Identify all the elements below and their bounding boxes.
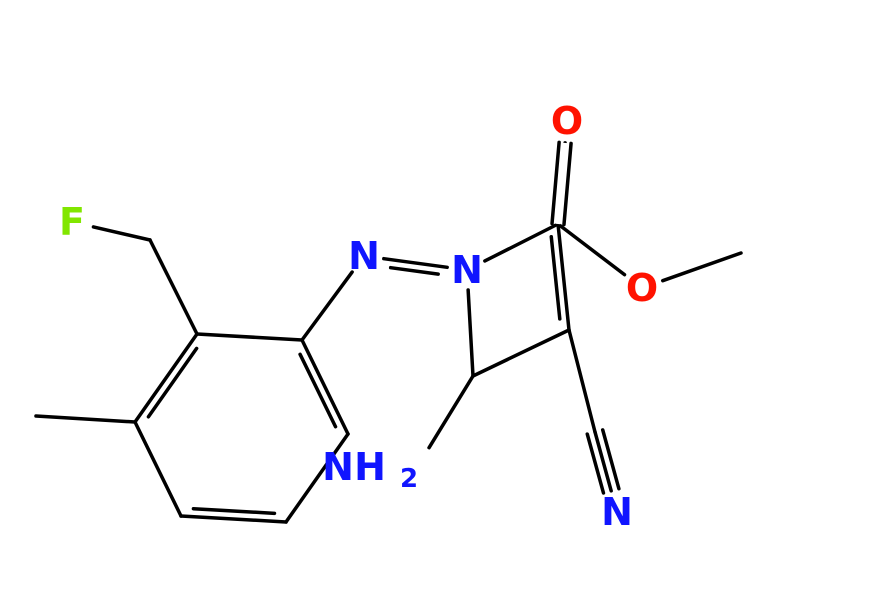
bond [135, 334, 197, 422]
atom-label-N: N [348, 234, 380, 278]
bond [150, 240, 197, 334]
atom-label-amine: NH2 [322, 445, 418, 494]
atom-label-N: N [451, 248, 483, 292]
bond [391, 268, 439, 274]
atom-label-O: O [626, 266, 658, 310]
bond [663, 253, 741, 281]
atom-label-N: N [601, 490, 633, 534]
atom-label-F: F [59, 200, 85, 244]
atom-label-O: O [551, 99, 583, 143]
bond [473, 330, 569, 376]
bond [468, 290, 473, 376]
bond [569, 330, 595, 432]
bond [148, 348, 196, 416]
bond [197, 334, 302, 340]
bond [558, 224, 625, 275]
bond [181, 516, 286, 522]
bond [93, 227, 150, 240]
bond [300, 354, 335, 426]
atom-H-sub: 2 [400, 464, 418, 494]
bond [36, 416, 135, 422]
bond [193, 509, 274, 514]
bond [384, 259, 447, 268]
bond [485, 224, 558, 261]
bond [551, 237, 560, 319]
molecule-diagram: FNNOONNH2 [0, 0, 871, 600]
bond [587, 434, 603, 493]
bond [603, 430, 619, 489]
atom-N: N [322, 445, 354, 489]
atom-H: H [354, 445, 386, 489]
bond [135, 422, 181, 516]
bond [429, 376, 473, 448]
bond [302, 340, 348, 434]
bond [302, 272, 352, 340]
bond [595, 432, 611, 491]
